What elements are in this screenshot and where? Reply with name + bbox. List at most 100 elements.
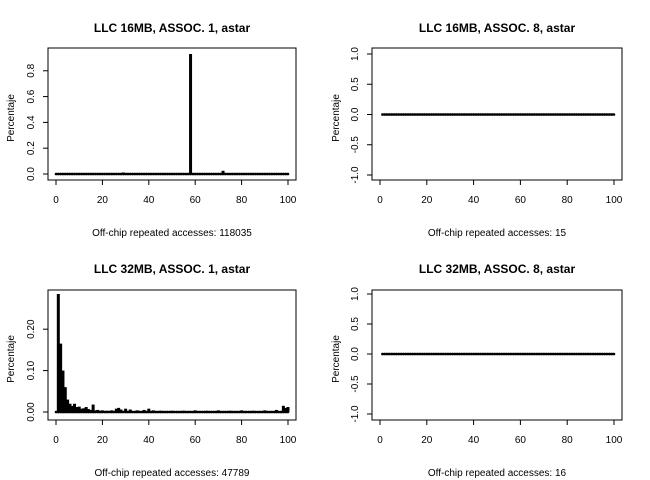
baseline-point	[247, 172, 250, 176]
baseline-point	[212, 410, 216, 414]
baseline-point	[467, 352, 471, 356]
baseline-point	[502, 113, 506, 116]
baseline-point	[233, 172, 236, 176]
y-tick-label: 0.2	[26, 141, 37, 155]
baseline-point	[77, 172, 81, 176]
x-tick-label: 40	[468, 195, 480, 206]
baseline-point	[474, 352, 478, 356]
baseline-point	[168, 172, 171, 176]
x-tick-label: 0	[377, 195, 383, 206]
baseline-point	[112, 172, 116, 176]
baseline-point	[244, 172, 248, 176]
baseline-point	[103, 410, 107, 414]
baseline-point	[231, 172, 234, 176]
baseline-point	[610, 352, 613, 356]
x-tick-label: 60	[515, 435, 527, 446]
baseline-point	[207, 172, 211, 176]
baseline-point	[383, 352, 386, 356]
baseline-point	[189, 410, 192, 414]
baseline-point	[94, 172, 97, 176]
baseline-point	[385, 113, 389, 116]
baseline-point	[612, 113, 616, 116]
baseline-point	[479, 113, 482, 116]
baseline-point	[507, 352, 511, 356]
baseline-point	[191, 410, 195, 414]
baseline-point	[605, 352, 609, 356]
x-tick-label: 20	[97, 195, 109, 206]
baseline-point	[589, 113, 592, 116]
baseline-point	[481, 113, 485, 116]
baseline-point	[212, 172, 216, 176]
baseline-point	[277, 410, 281, 414]
baseline-point	[205, 172, 209, 176]
baseline-point	[563, 352, 567, 356]
baseline-point	[404, 352, 408, 356]
baseline-point	[249, 410, 253, 414]
baseline-point	[240, 172, 243, 176]
x-axis-label: Off-chip repeated accesses: 47789	[95, 468, 250, 479]
baseline-point	[547, 352, 550, 356]
baseline-point	[233, 410, 236, 414]
baseline-point	[145, 172, 148, 176]
x-tick-label: 80	[562, 195, 574, 206]
x-axis-label: Off-chip repeated accesses: 16	[428, 468, 567, 479]
baseline-point	[432, 113, 436, 116]
baseline-point	[519, 352, 522, 356]
baseline-point	[385, 352, 389, 356]
x-tick-label: 0	[53, 195, 59, 206]
baseline-point	[101, 172, 104, 176]
baseline-point	[509, 352, 513, 356]
baseline-point	[142, 172, 146, 176]
baseline-point	[535, 352, 539, 356]
baseline-point	[224, 410, 227, 414]
baseline-point	[486, 352, 489, 356]
baseline-point	[235, 172, 239, 176]
baseline-point	[191, 172, 195, 176]
baseline-point	[474, 113, 478, 116]
baseline-point	[495, 352, 499, 356]
baseline-point	[147, 172, 151, 176]
baseline-point	[493, 113, 496, 116]
baseline-point	[388, 352, 391, 356]
x-tick-label: 100	[606, 435, 623, 446]
baseline-point	[244, 410, 248, 414]
baseline-point	[577, 113, 581, 116]
baseline-point	[542, 352, 546, 356]
baseline-point	[237, 410, 241, 414]
baseline-point	[584, 113, 588, 116]
baseline-point	[406, 352, 410, 356]
baseline-point	[210, 410, 213, 414]
chart-title: LLC 16MB, ASSOC. 1, astar	[94, 21, 251, 35]
baseline-point	[128, 172, 132, 176]
baseline-point	[399, 113, 403, 116]
baseline-point	[159, 172, 162, 176]
y-tick-label: 1.0	[350, 47, 361, 61]
baseline-point	[603, 352, 606, 356]
baseline-point	[54, 172, 58, 176]
baseline-point	[66, 172, 69, 176]
baseline-point	[198, 410, 202, 414]
y-tick-label: 0.4	[26, 115, 37, 129]
baseline-point	[224, 172, 227, 176]
x-tick-label: 40	[468, 435, 480, 446]
baseline-point	[512, 352, 515, 356]
baseline-point	[272, 172, 276, 176]
x-tick-label: 80	[562, 435, 574, 446]
baseline-point	[138, 410, 141, 414]
baseline-point	[145, 410, 148, 414]
baseline-point	[533, 113, 536, 116]
baseline-point	[554, 113, 557, 116]
baseline-point	[586, 113, 590, 116]
baseline-point	[521, 113, 525, 116]
baseline-point	[402, 113, 405, 116]
y-tick-label: 0.0	[350, 107, 361, 121]
baseline-point	[425, 352, 429, 356]
baseline-point	[565, 113, 569, 116]
y-tick-label: 0.00	[26, 402, 37, 422]
baseline-point	[432, 352, 436, 356]
baseline-point	[383, 113, 386, 116]
baseline-point	[214, 172, 218, 176]
baseline-point	[601, 113, 604, 116]
baseline-point	[80, 172, 83, 176]
baseline-point	[115, 172, 118, 176]
